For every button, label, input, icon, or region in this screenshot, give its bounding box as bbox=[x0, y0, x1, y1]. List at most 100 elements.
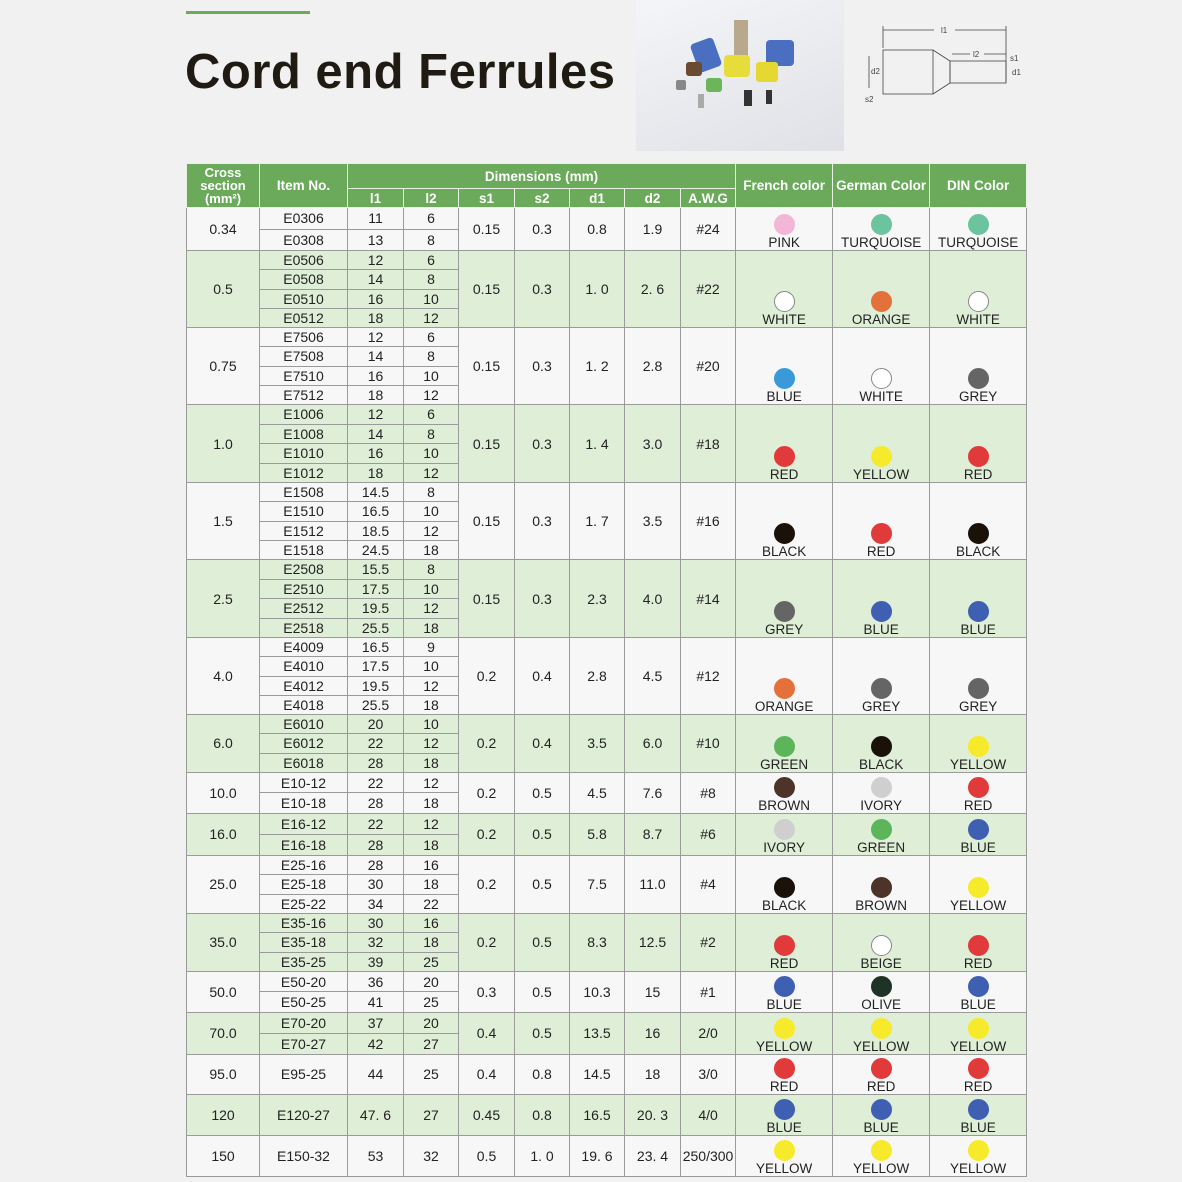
header-french-color: French color bbox=[735, 163, 834, 208]
table-row: 95.0 E95-25 44 25 0.4 0.8 14.5 18 3/0 RED RED RED bbox=[186, 1053, 1028, 1095]
l1-cell: 16 bbox=[347, 443, 404, 464]
french-color-cell: GREY bbox=[735, 559, 834, 638]
l2-cell: 16 bbox=[403, 854, 459, 876]
d1-cell: 4.5 bbox=[569, 771, 625, 814]
color-swatch-icon bbox=[967, 291, 989, 312]
page-title: Cord end Ferrules bbox=[185, 45, 616, 99]
s2-cell: 0.3 bbox=[514, 327, 570, 405]
table-row: 0.34 E0306 11 6 0.15 0.3 0.8 1.9 #24 PINK TURQUOIS… bbox=[186, 207, 1028, 251]
color-swatch-icon bbox=[870, 368, 892, 389]
item-no-cell: E4012 bbox=[259, 675, 348, 696]
color-label: RED bbox=[769, 955, 799, 971]
label-d1: d1 bbox=[1012, 68, 1021, 77]
l1-cell: 28 bbox=[347, 833, 404, 856]
color-swatch-icon bbox=[773, 368, 795, 389]
color-label: GREY bbox=[958, 699, 998, 714]
l2-cell: 20 bbox=[403, 970, 459, 993]
color-label: YELLOW bbox=[852, 1160, 910, 1176]
s2-cell: 0.8 bbox=[514, 1093, 570, 1136]
d1-cell: 1. 2 bbox=[569, 327, 625, 405]
s2-cell: 0.3 bbox=[514, 559, 570, 638]
table-row: E70-27 42 27 bbox=[187, 1032, 1027, 1055]
color-label: RED bbox=[963, 467, 993, 482]
color-swatch-icon bbox=[967, 934, 989, 956]
awg-cell: #4 bbox=[679, 854, 737, 914]
l2-cell: 12 bbox=[403, 771, 459, 794]
l1-cell: 14 bbox=[347, 423, 404, 444]
l1-cell: 18 bbox=[347, 462, 404, 483]
color-swatch-icon bbox=[967, 601, 989, 622]
table-row: 50.0 E50-20 36 20 0.3 0.5 10.3 15 #1 BLUE OLIVE BLU… bbox=[186, 970, 1028, 1013]
awg-cell: 4/0 bbox=[679, 1093, 737, 1136]
color-swatch-icon bbox=[967, 975, 989, 997]
d1-cell: 1. 0 bbox=[569, 250, 625, 328]
color-swatch-icon bbox=[967, 876, 989, 898]
color-swatch-icon bbox=[773, 934, 795, 956]
color-swatch-icon bbox=[870, 1017, 892, 1039]
label-d2: d2 bbox=[871, 67, 880, 76]
color-swatch-icon bbox=[870, 876, 892, 898]
awg-cell: #20 bbox=[679, 327, 737, 405]
color-label: BROWN bbox=[855, 897, 907, 913]
l2-cell: 10 bbox=[403, 288, 459, 309]
color-label: PINK bbox=[768, 235, 800, 250]
d1-cell: 10.3 bbox=[569, 970, 625, 1013]
color-label: RED bbox=[866, 1078, 896, 1094]
l2-cell: 12 bbox=[403, 307, 459, 329]
l2-cell: 12 bbox=[403, 733, 459, 754]
l1-cell: 16.5 bbox=[347, 636, 404, 658]
table-row: 25.0 E25-16 28 16 0.2 0.5 7.5 11.0 #4 BLACK BROWN Y… bbox=[186, 854, 1028, 914]
d1-cell: 1. 4 bbox=[569, 404, 625, 483]
color-label: YELLOW bbox=[949, 897, 1007, 913]
color-swatch-icon bbox=[870, 975, 892, 997]
table-row: E16-18 28 18 bbox=[187, 833, 1027, 856]
l2-cell: 8 bbox=[403, 481, 459, 503]
l2-cell: 8 bbox=[403, 269, 459, 290]
table-row: 70.0 E70-20 37 20 0.4 0.5 13.5 16 2/0 YELLOW YELLO… bbox=[186, 1011, 1028, 1055]
color-label: BLUE bbox=[766, 996, 802, 1012]
l2-cell: 32 bbox=[403, 1134, 459, 1177]
l1-cell: 12 bbox=[347, 326, 404, 348]
item-no-cell: E16-18 bbox=[259, 833, 348, 856]
color-swatch-icon bbox=[870, 214, 892, 235]
color-swatch-icon bbox=[773, 291, 795, 312]
din-color-cell: YELLOW bbox=[929, 714, 1028, 773]
item-no-cell: E150-32 bbox=[259, 1134, 348, 1177]
color-swatch-icon bbox=[773, 975, 795, 997]
table-row: E1510 16.5 10 bbox=[187, 501, 1027, 522]
color-label: BLACK bbox=[858, 756, 904, 772]
color-label: GREY bbox=[861, 699, 901, 714]
german-color-cell: BROWN bbox=[832, 854, 931, 914]
item-no-cell: E1012 bbox=[259, 462, 348, 483]
header-s2: s2 bbox=[514, 188, 570, 208]
header-awg: A.W.G bbox=[679, 188, 737, 208]
d1-cell: 19. 6 bbox=[569, 1134, 625, 1177]
header-d2: d2 bbox=[624, 188, 681, 208]
l2-cell: 8 bbox=[403, 346, 459, 367]
l2-cell: 18 bbox=[403, 833, 459, 856]
color-label: ORANGE bbox=[754, 699, 814, 714]
s1-cell: 0.15 bbox=[458, 327, 515, 405]
item-no-cell: E0508 bbox=[259, 269, 348, 290]
item-no-cell: E7508 bbox=[259, 346, 348, 367]
l1-cell: 18 bbox=[347, 384, 404, 406]
table-row: 2.5 E2508 15.5 8 0.15 0.3 2.3 4.0 #14 GREY BLUE BLU… bbox=[186, 559, 1028, 638]
color-swatch-icon bbox=[870, 735, 892, 757]
awg-cell: #12 bbox=[679, 637, 737, 715]
color-label: BLUE bbox=[960, 839, 996, 855]
color-swatch-icon bbox=[773, 446, 795, 467]
color-swatch-icon bbox=[773, 678, 795, 699]
cross-section-cell: 120 bbox=[186, 1093, 260, 1136]
item-no-cell: E50-20 bbox=[259, 970, 348, 993]
header-german-color: German Color bbox=[832, 163, 931, 208]
s1-cell: 0.3 bbox=[458, 970, 515, 1013]
l2-cell: 12 bbox=[403, 812, 459, 835]
color-label: BLUE bbox=[960, 1119, 996, 1135]
d2-cell: 4.5 bbox=[624, 637, 681, 715]
color-swatch-icon bbox=[967, 1017, 989, 1039]
s2-cell: 0.5 bbox=[514, 812, 570, 856]
color-label: RED bbox=[963, 1078, 993, 1094]
item-no-cell: E70-20 bbox=[259, 1011, 348, 1034]
color-label: TURQUOISE bbox=[840, 235, 922, 250]
l1-cell: 20 bbox=[347, 713, 404, 735]
